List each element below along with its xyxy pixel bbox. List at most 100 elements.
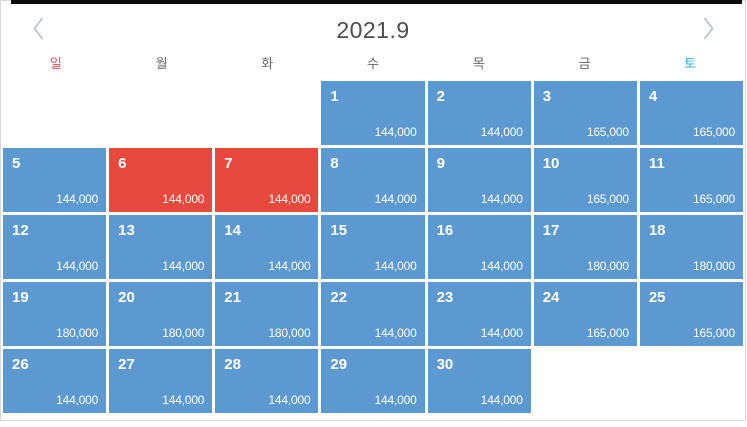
- day-cell-7[interactable]: 7 144,000: [215, 148, 319, 212]
- day-cell-9[interactable]: 9 144,000: [427, 148, 531, 212]
- day-price: 144,000: [480, 393, 523, 407]
- day-number: 16: [436, 222, 454, 239]
- day-price: 144,000: [162, 192, 205, 206]
- day-cell-21[interactable]: 21 180,000: [215, 282, 319, 346]
- weekday-label: 토: [684, 56, 697, 71]
- empty-cell: [3, 81, 106, 145]
- day-cell-23[interactable]: 23 144,000: [427, 282, 531, 346]
- day-price: 165,000: [586, 326, 629, 340]
- day-number: 23: [436, 289, 454, 306]
- month-title: 2021.9: [336, 16, 410, 43]
- day-price: 144,000: [480, 125, 523, 139]
- day-price: 144,000: [480, 326, 523, 340]
- day-cell-25[interactable]: 25 165,000: [639, 282, 743, 346]
- day-price: 144,000: [56, 259, 99, 273]
- day-price: 144,000: [374, 326, 417, 340]
- day-number: 28: [224, 356, 241, 373]
- day-cell-14[interactable]: 14 144,000: [215, 215, 319, 279]
- day-number: 5: [12, 155, 21, 172]
- day-cell-5[interactable]: 5 144,000: [3, 148, 107, 212]
- day-number: 24: [542, 289, 560, 306]
- day-price: 165,000: [693, 326, 735, 340]
- day-price: 180,000: [268, 326, 311, 340]
- day-cell-12[interactable]: 12 144,000: [3, 215, 107, 279]
- day-number: 6: [118, 155, 127, 172]
- day-cell-27[interactable]: 27 144,000: [109, 349, 213, 413]
- day-number: 21: [224, 289, 241, 306]
- chevron-left-icon: [32, 16, 45, 44]
- day-price: 144,000: [480, 192, 523, 206]
- day-cell-10[interactable]: 10 165,000: [533, 148, 637, 212]
- day-cell-24[interactable]: 24 165,000: [533, 282, 637, 346]
- empty-cell: [215, 81, 318, 145]
- day-number: 14: [224, 222, 241, 239]
- day-price: 165,000: [693, 125, 735, 139]
- day-cell-1[interactable]: 1 144,000: [321, 81, 425, 145]
- day-cell-13[interactable]: 13 144,000: [109, 215, 213, 279]
- day-cell-4[interactable]: 4 165,000: [639, 81, 743, 145]
- day-cell-6[interactable]: 6 144,000: [109, 148, 213, 212]
- weekday-label: 월: [155, 56, 168, 71]
- next-month-button[interactable]: [697, 17, 719, 43]
- day-price: 144,000: [162, 393, 205, 407]
- day-number: 12: [12, 222, 29, 239]
- weekday-label: 금: [578, 56, 591, 71]
- day-price: 180,000: [586, 259, 629, 273]
- chevron-right-icon: [702, 16, 715, 44]
- day-price: 165,000: [586, 125, 629, 139]
- day-price: 144,000: [374, 192, 417, 206]
- day-price: 144,000: [268, 259, 311, 273]
- day-number: 3: [542, 88, 552, 105]
- day-cell-17[interactable]: 17 180,000: [533, 215, 637, 279]
- day-number: 9: [436, 155, 445, 172]
- day-price: 165,000: [586, 192, 629, 206]
- day-number: 15: [330, 222, 348, 239]
- day-price: 144,000: [162, 259, 205, 273]
- day-price: 180,000: [162, 326, 205, 340]
- day-cell-26[interactable]: 26 144,000: [3, 349, 107, 413]
- day-number: 2: [436, 88, 445, 105]
- day-price: 144,000: [268, 393, 311, 407]
- day-cell-15[interactable]: 15 144,000: [321, 215, 425, 279]
- day-number: 8: [330, 155, 339, 172]
- day-cell-3[interactable]: 3 165,000: [533, 81, 637, 145]
- day-cell-22[interactable]: 22 144,000: [321, 282, 425, 346]
- day-number: 18: [648, 222, 666, 239]
- day-price: 144,000: [56, 192, 99, 206]
- day-cell-19[interactable]: 19 180,000: [3, 282, 107, 346]
- day-cell-29[interactable]: 29 144,000: [321, 349, 425, 413]
- weekday-label: 목: [472, 56, 485, 71]
- day-number: 10: [542, 155, 560, 172]
- day-number: 17: [542, 222, 560, 239]
- day-number: 25: [648, 289, 666, 306]
- day-price: 180,000: [56, 326, 99, 340]
- day-price: 144,000: [374, 259, 417, 273]
- day-cell-2[interactable]: 2 144,000: [427, 81, 531, 145]
- day-cell-30[interactable]: 30 144,000: [427, 349, 531, 413]
- day-number: 26: [12, 356, 29, 373]
- weekday-label: 일: [49, 56, 62, 71]
- day-number: 29: [330, 356, 348, 373]
- day-cell-16[interactable]: 16 144,000: [427, 215, 531, 279]
- top-accent-bar: [11, 0, 742, 4]
- day-price: 180,000: [693, 259, 735, 273]
- day-price: 144,000: [480, 259, 523, 273]
- day-number: 27: [118, 356, 135, 373]
- day-number: 30: [436, 356, 454, 373]
- day-cell-28[interactable]: 28 144,000: [215, 349, 319, 413]
- day-number: 7: [224, 155, 233, 172]
- weekday-label: 화: [261, 56, 274, 71]
- day-number: 13: [118, 222, 135, 239]
- day-number: 4: [648, 88, 658, 105]
- day-grid: 1 144,000 2 144,000 3 165,000 4 165,000 5 144,000…: [1, 81, 745, 413]
- day-cell-20[interactable]: 20 180,000: [109, 282, 213, 346]
- day-number: 22: [330, 289, 348, 306]
- day-price: 144,000: [268, 192, 311, 206]
- day-cell-18[interactable]: 18 180,000: [639, 215, 743, 279]
- day-price: 144,000: [374, 393, 417, 407]
- day-cell-11[interactable]: 11 165,000: [639, 148, 743, 212]
- day-cell-8[interactable]: 8 144,000: [321, 148, 425, 212]
- prev-month-button[interactable]: [27, 17, 49, 43]
- weekday-label: 수: [367, 56, 379, 71]
